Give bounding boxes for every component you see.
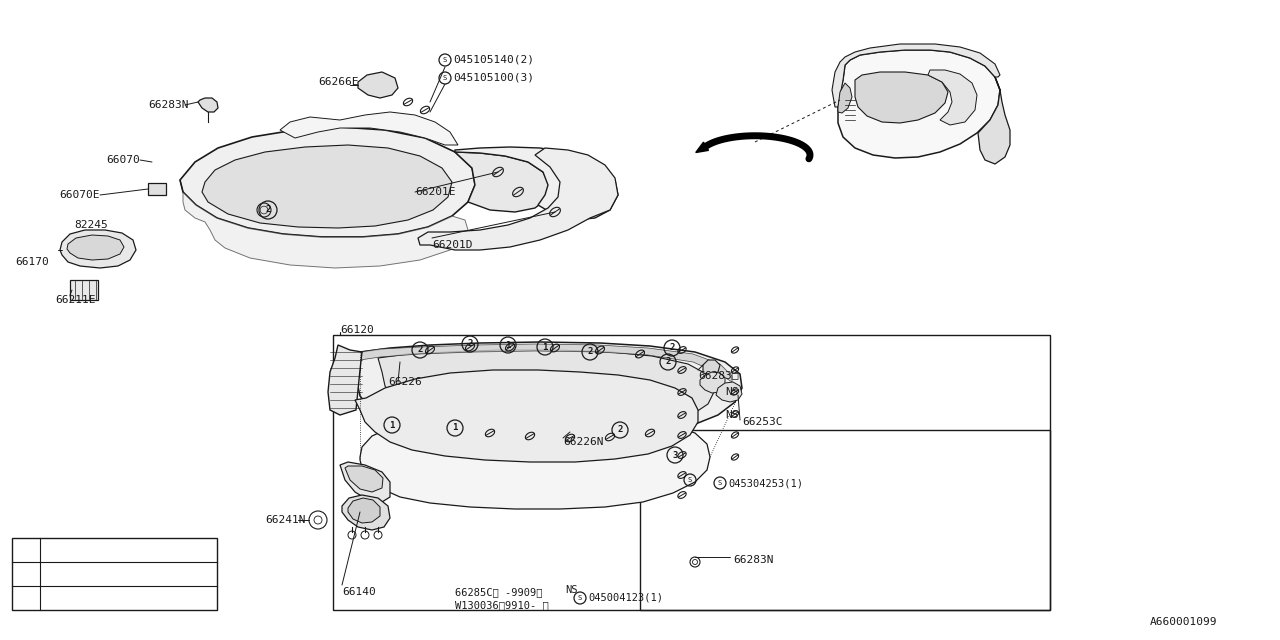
Polygon shape bbox=[696, 142, 709, 152]
Text: 045304123(8): 045304123(8) bbox=[61, 545, 137, 555]
Polygon shape bbox=[838, 50, 1000, 158]
Polygon shape bbox=[358, 72, 398, 98]
Text: W: W bbox=[51, 595, 55, 600]
Polygon shape bbox=[978, 77, 1010, 164]
Polygon shape bbox=[703, 360, 719, 375]
Text: S: S bbox=[687, 477, 692, 483]
Bar bbox=[148, 183, 166, 195]
Polygon shape bbox=[928, 70, 977, 125]
Text: S: S bbox=[51, 547, 55, 553]
Polygon shape bbox=[180, 180, 468, 268]
Polygon shape bbox=[180, 127, 475, 237]
Polygon shape bbox=[198, 98, 218, 112]
Text: 2: 2 bbox=[617, 426, 622, 435]
Text: 2: 2 bbox=[417, 346, 422, 355]
Bar bbox=[950, 93, 963, 103]
Polygon shape bbox=[360, 412, 710, 509]
Text: NS: NS bbox=[724, 410, 739, 420]
Polygon shape bbox=[838, 83, 852, 113]
Polygon shape bbox=[454, 147, 618, 220]
Text: 2: 2 bbox=[588, 348, 593, 356]
Text: 2: 2 bbox=[666, 358, 671, 367]
Text: 1: 1 bbox=[23, 545, 29, 555]
Text: 66201E: 66201E bbox=[415, 187, 456, 197]
Text: S: S bbox=[443, 75, 447, 81]
Text: 66283N: 66283N bbox=[148, 100, 188, 110]
Text: NS: NS bbox=[564, 585, 577, 595]
Text: 66211E: 66211E bbox=[55, 295, 96, 305]
Text: S: S bbox=[443, 57, 447, 63]
Polygon shape bbox=[855, 72, 948, 123]
Polygon shape bbox=[700, 372, 724, 393]
Bar bbox=[333, 335, 1050, 610]
Text: 66120: 66120 bbox=[340, 325, 374, 335]
Text: NS: NS bbox=[724, 387, 739, 397]
Polygon shape bbox=[360, 344, 732, 382]
Text: S: S bbox=[577, 595, 582, 601]
Text: A660001099: A660001099 bbox=[1149, 617, 1217, 627]
Text: 1: 1 bbox=[543, 342, 548, 351]
Polygon shape bbox=[67, 235, 124, 260]
Text: 66170: 66170 bbox=[15, 257, 49, 267]
Text: 2: 2 bbox=[23, 569, 29, 579]
Text: 045105100(3): 045105100(3) bbox=[453, 73, 534, 83]
Polygon shape bbox=[419, 148, 618, 250]
Text: 3: 3 bbox=[672, 451, 677, 460]
Polygon shape bbox=[357, 342, 742, 440]
Text: 045105140(2): 045105140(2) bbox=[453, 55, 534, 65]
Text: 66253C: 66253C bbox=[742, 417, 782, 427]
Polygon shape bbox=[348, 498, 380, 523]
Bar bbox=[696, 370, 703, 377]
Bar bbox=[640, 430, 1050, 610]
Polygon shape bbox=[454, 152, 550, 212]
Text: 2: 2 bbox=[265, 205, 270, 214]
Text: 66070E: 66070E bbox=[59, 190, 100, 200]
Text: 1: 1 bbox=[389, 420, 394, 429]
Text: 66226N: 66226N bbox=[563, 437, 603, 447]
Bar bbox=[12, 538, 218, 610]
Ellipse shape bbox=[280, 168, 340, 196]
Text: 1: 1 bbox=[506, 340, 511, 349]
Text: W130036（9910- ）: W130036（9910- ） bbox=[454, 600, 549, 610]
Bar bbox=[70, 280, 99, 300]
Text: S: S bbox=[51, 571, 55, 577]
Polygon shape bbox=[328, 345, 362, 415]
Text: 045004123(1): 045004123(1) bbox=[588, 593, 663, 603]
Text: 031204000(1): 031204000(1) bbox=[61, 593, 137, 603]
Ellipse shape bbox=[978, 122, 992, 132]
Text: 1: 1 bbox=[452, 424, 458, 433]
Polygon shape bbox=[716, 382, 742, 402]
Polygon shape bbox=[342, 495, 390, 530]
Polygon shape bbox=[832, 44, 1000, 107]
Polygon shape bbox=[280, 112, 458, 145]
Text: 66266E: 66266E bbox=[317, 77, 358, 87]
Text: S: S bbox=[718, 480, 722, 486]
Text: 66226: 66226 bbox=[388, 377, 421, 387]
Text: 3: 3 bbox=[23, 593, 29, 603]
Text: 66241N: 66241N bbox=[265, 515, 306, 525]
Text: 66283N: 66283N bbox=[733, 555, 773, 565]
Polygon shape bbox=[346, 466, 383, 492]
Text: 045304253(1): 045304253(1) bbox=[728, 478, 803, 488]
Text: 2: 2 bbox=[467, 339, 472, 349]
Polygon shape bbox=[60, 230, 136, 268]
Polygon shape bbox=[202, 145, 452, 228]
Text: 66070: 66070 bbox=[106, 155, 140, 165]
Polygon shape bbox=[378, 350, 716, 433]
Polygon shape bbox=[355, 370, 698, 462]
Polygon shape bbox=[340, 462, 390, 502]
Text: 2: 2 bbox=[669, 344, 675, 353]
Ellipse shape bbox=[454, 383, 614, 449]
Text: 82245: 82245 bbox=[74, 220, 108, 230]
Text: 66285C（ -9909）: 66285C（ -9909） bbox=[454, 587, 543, 597]
Text: 66283□: 66283□ bbox=[698, 370, 739, 380]
Text: 045105163(10): 045105163(10) bbox=[61, 569, 143, 579]
Text: 66140: 66140 bbox=[342, 587, 376, 597]
Text: 66201D: 66201D bbox=[433, 240, 472, 250]
Bar bbox=[963, 100, 975, 110]
